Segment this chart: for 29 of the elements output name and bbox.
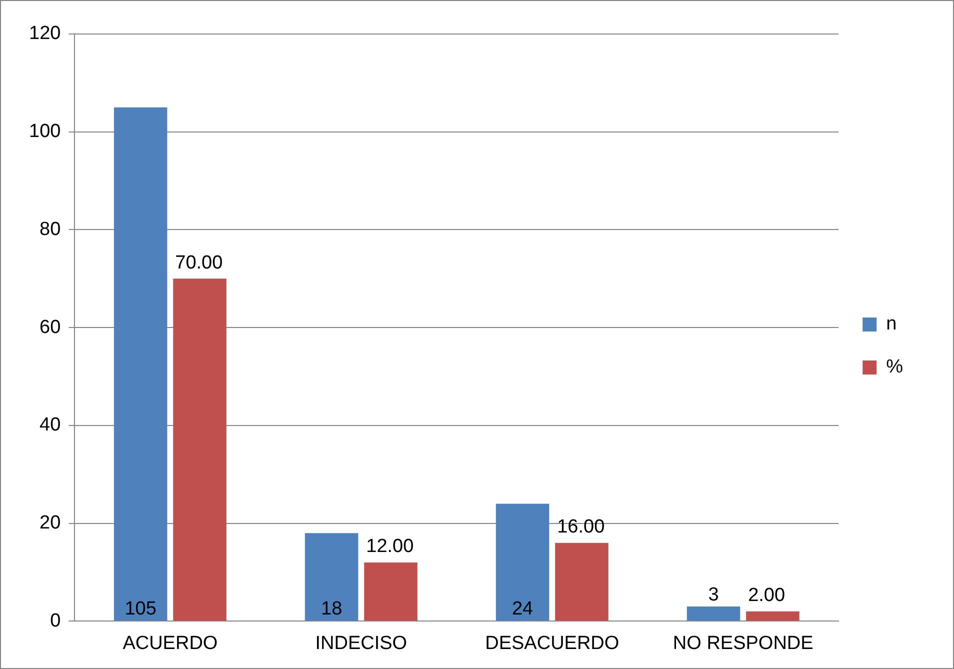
data-label: 12.00: [366, 536, 414, 558]
bar: [746, 611, 800, 621]
x-tick-label: DESACUERDO: [485, 632, 620, 654]
y-tick-label: 0: [50, 610, 61, 632]
legend-label: %: [886, 356, 904, 378]
bar: [173, 278, 226, 621]
y-tick-label: 120: [29, 23, 61, 44]
bar: [304, 533, 358, 621]
data-label: 105: [124, 598, 156, 620]
data-label: 18: [320, 598, 342, 620]
x-tick-label: ACUERDO: [122, 632, 218, 654]
data-label: 2.00: [748, 585, 786, 606]
data-label: 3: [708, 584, 719, 606]
legend-label: n: [886, 314, 897, 335]
y-tick-label: 100: [29, 121, 61, 142]
x-tick-label: INDECISO: [315, 632, 408, 654]
data-label: 70.00: [175, 252, 223, 274]
bar: [686, 606, 740, 621]
data-label: 16.00: [557, 516, 605, 538]
bar: [114, 107, 168, 621]
bar: [364, 562, 418, 621]
y-tick-label: 20: [40, 512, 61, 534]
bar: [496, 504, 550, 621]
y-tick-label: 60: [40, 316, 61, 338]
y-tick-label: 40: [40, 414, 61, 436]
y-tick-label: 80: [40, 218, 61, 240]
x-tick-label: NO RESPONDE: [672, 632, 814, 654]
data-label: 24: [512, 598, 534, 620]
bar: [555, 542, 608, 621]
